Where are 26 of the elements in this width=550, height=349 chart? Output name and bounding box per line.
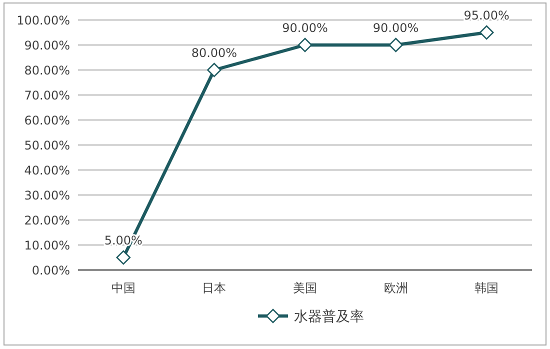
y-tick-label: 80.00% <box>24 64 70 78</box>
x-tick-label: 韩国 <box>474 281 499 295</box>
point <box>207 62 222 78</box>
y-tick-label: 70.00% <box>24 88 70 102</box>
x-tick-label: 欧洲 <box>384 281 408 295</box>
y-tick-label: 20.00% <box>24 214 70 228</box>
y-tick-label: 40.00% <box>24 164 70 178</box>
y-tick-label: 0.00% <box>32 264 70 278</box>
point <box>388 38 403 52</box>
data-label: 80.00% <box>191 46 238 60</box>
point <box>479 25 494 40</box>
y-tick-label: 60.00% <box>24 114 70 128</box>
data-label: 90.00% <box>372 21 419 35</box>
data-label: 95.00% <box>464 8 510 22</box>
legend-label: 水器普及率 <box>294 308 364 325</box>
y-tick-label: 10.00% <box>24 238 70 252</box>
x-tick-label: 美国 <box>293 281 317 295</box>
x-tick-label: 日本 <box>202 281 226 295</box>
y-tick-label: 50.00% <box>24 138 70 152</box>
y-tick-label: 100.00% <box>16 14 70 28</box>
point <box>298 38 312 52</box>
y-tick-label: 90.00% <box>24 38 70 52</box>
data-label: 90.00% <box>282 21 328 35</box>
point <box>116 250 131 265</box>
x-tick-label: 中国 <box>111 281 136 295</box>
y-tick-label: 30.00% <box>24 188 70 202</box>
